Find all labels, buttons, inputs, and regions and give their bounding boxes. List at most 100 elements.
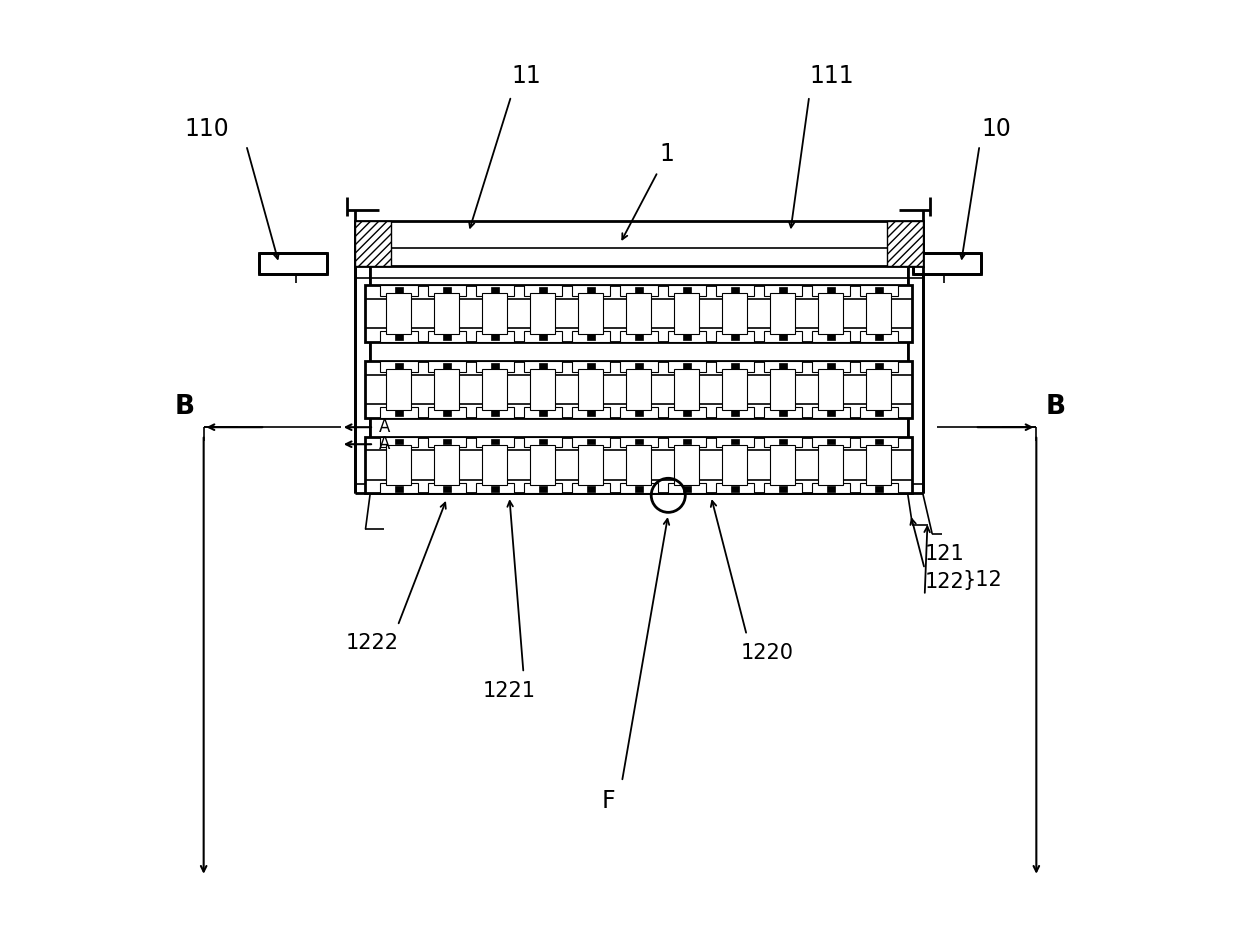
Bar <box>525 286 562 296</box>
Bar <box>428 286 466 296</box>
Bar <box>491 288 498 293</box>
Bar <box>539 410 547 416</box>
Bar <box>587 410 595 416</box>
Bar <box>476 361 513 372</box>
Bar <box>818 293 843 334</box>
Bar <box>387 293 412 334</box>
Bar <box>827 410 835 416</box>
Bar <box>539 486 547 492</box>
Bar <box>812 437 849 447</box>
Bar <box>887 221 923 267</box>
Bar <box>867 445 892 485</box>
Bar <box>764 331 801 342</box>
Bar <box>620 331 657 342</box>
Bar <box>572 286 610 296</box>
Bar <box>259 253 326 274</box>
Bar <box>770 445 795 485</box>
Bar <box>482 293 507 334</box>
Bar <box>443 486 451 492</box>
Bar <box>626 293 651 334</box>
Bar <box>818 445 843 485</box>
Bar <box>914 253 981 274</box>
Bar <box>531 445 556 485</box>
Bar <box>635 410 642 416</box>
Bar <box>635 486 642 492</box>
Bar <box>476 483 513 493</box>
Text: A: A <box>378 419 391 437</box>
Bar <box>683 410 691 416</box>
Bar <box>635 363 642 369</box>
Text: 10: 10 <box>981 118 1012 141</box>
Bar <box>723 293 748 334</box>
Bar <box>482 369 507 410</box>
Text: }12: }12 <box>962 570 1002 590</box>
Bar <box>572 361 610 372</box>
Bar <box>396 486 403 492</box>
Bar <box>626 369 651 410</box>
Bar <box>675 369 699 410</box>
Bar <box>779 334 786 340</box>
Bar <box>861 361 898 372</box>
Bar <box>723 445 748 485</box>
Bar <box>732 410 739 416</box>
Bar <box>587 288 595 293</box>
Bar <box>764 361 801 372</box>
Text: 110: 110 <box>185 118 229 141</box>
Bar <box>867 369 892 410</box>
Bar <box>827 334 835 340</box>
Bar <box>668 361 706 372</box>
Text: F: F <box>603 789 615 812</box>
Bar <box>525 407 562 418</box>
Bar <box>812 361 849 372</box>
Bar <box>875 288 883 293</box>
Bar <box>668 437 706 447</box>
Bar <box>675 445 699 485</box>
Bar <box>476 437 513 447</box>
Bar <box>861 286 898 296</box>
Bar <box>683 438 691 444</box>
Bar <box>587 334 595 340</box>
Bar <box>779 288 786 293</box>
Bar <box>732 486 739 492</box>
Bar <box>717 331 754 342</box>
Bar <box>443 363 451 369</box>
Bar <box>476 286 513 296</box>
Bar <box>539 334 547 340</box>
Bar <box>381 407 418 418</box>
Bar <box>539 288 547 293</box>
Bar <box>620 437 657 447</box>
Bar <box>732 288 739 293</box>
Bar <box>818 369 843 410</box>
Bar <box>683 288 691 293</box>
Bar <box>572 331 610 342</box>
Bar <box>396 363 403 369</box>
Bar <box>387 369 412 410</box>
Bar <box>443 288 451 293</box>
Bar <box>812 331 849 342</box>
Bar <box>683 334 691 340</box>
Text: 1222: 1222 <box>346 633 398 653</box>
Bar <box>717 286 754 296</box>
Bar <box>812 407 849 418</box>
Bar <box>764 286 801 296</box>
Bar <box>587 438 595 444</box>
Text: A: A <box>378 436 391 454</box>
Bar <box>861 483 898 493</box>
Bar <box>732 363 739 369</box>
Text: 1220: 1220 <box>742 642 794 663</box>
Bar <box>861 407 898 418</box>
Bar <box>668 331 706 342</box>
Bar <box>635 438 642 444</box>
Bar <box>779 438 786 444</box>
Bar <box>875 410 883 416</box>
Bar <box>668 286 706 296</box>
Bar <box>525 331 562 342</box>
Bar <box>717 407 754 418</box>
Bar <box>675 293 699 334</box>
Bar <box>428 361 466 372</box>
Bar <box>396 288 403 293</box>
Bar <box>827 438 835 444</box>
Bar <box>491 486 498 492</box>
Text: 121: 121 <box>925 545 965 565</box>
Bar <box>572 437 610 447</box>
